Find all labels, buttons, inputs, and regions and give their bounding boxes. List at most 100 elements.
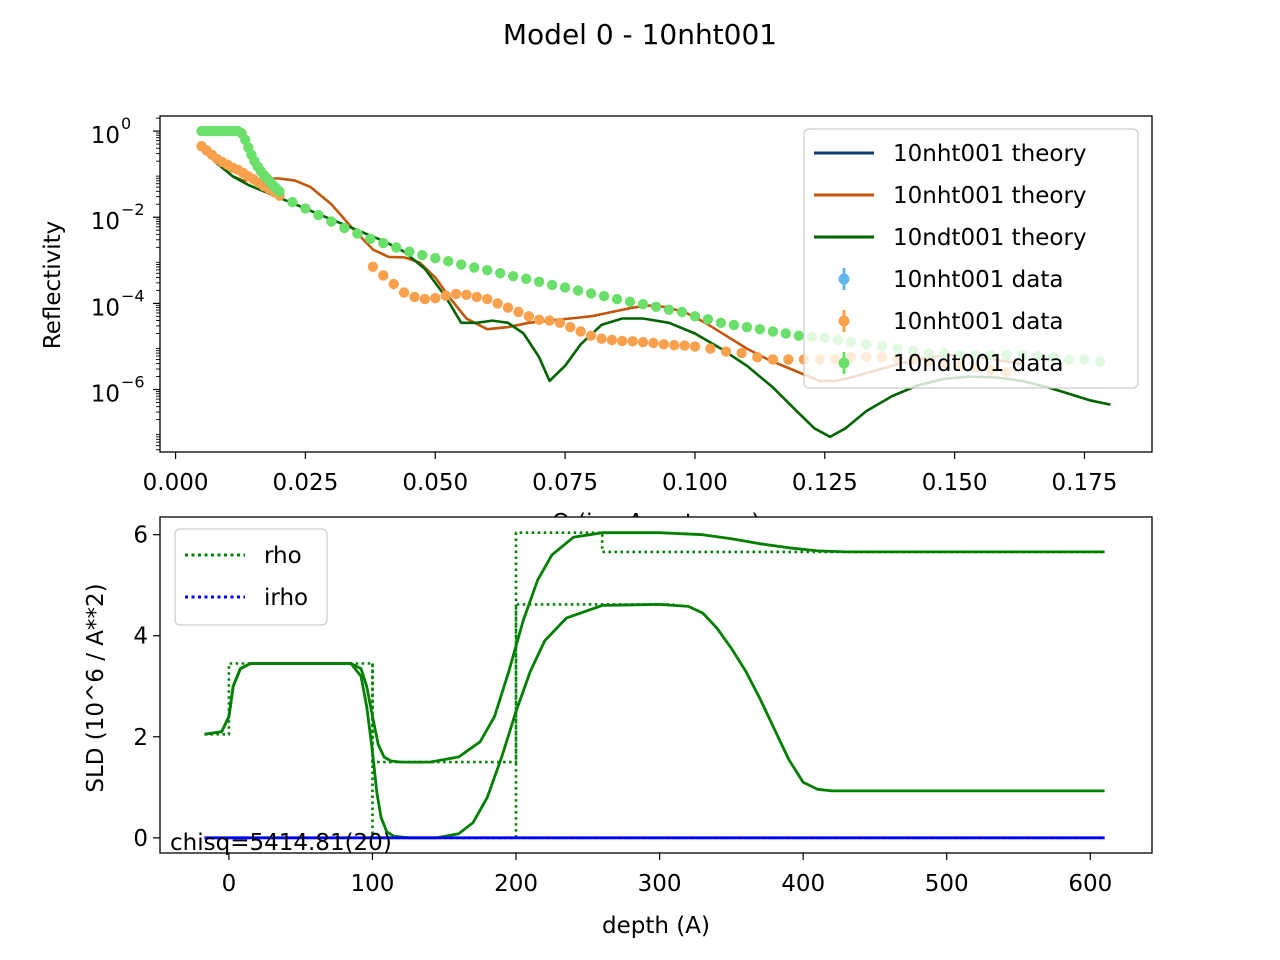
y-tick-label: 0: [133, 826, 148, 852]
data-point: [585, 288, 597, 299]
data-point: [617, 335, 628, 347]
data-point: [274, 186, 285, 197]
legend-item: 10ndt001 theory: [814, 225, 1087, 251]
data-point: [637, 337, 649, 348]
legend-label: 10ndt001 data: [893, 351, 1063, 377]
legend-marker-swatch: [838, 315, 850, 327]
data-point: [443, 256, 454, 267]
data-point: [521, 273, 532, 284]
y-tick-exponent: −2: [121, 200, 145, 219]
data-point: [502, 302, 514, 313]
figure-title: Model 0 - 10nht001: [503, 18, 777, 51]
data-point: [546, 279, 558, 291]
legend-item: irho: [185, 585, 308, 611]
y-tick-label: 10: [91, 209, 120, 235]
data-point: [300, 203, 311, 214]
data-point: [554, 317, 566, 328]
sld-axes-frame: [159, 516, 1153, 854]
data-point: [404, 246, 415, 257]
x-tick-label: 100: [351, 871, 395, 897]
data-point: [367, 261, 379, 272]
data-point: [715, 317, 727, 328]
data-point: [752, 352, 763, 363]
y-axis-label: SLD (10^6 / A**2): [83, 583, 109, 792]
data-point: [689, 341, 701, 352]
data-point: [736, 347, 747, 359]
x-tick-label: 300: [638, 871, 682, 897]
data-point: [705, 343, 716, 354]
data-point: [287, 197, 298, 208]
reflectivity-axes-frame: [159, 115, 1153, 453]
x-tick-label: 200: [494, 871, 538, 897]
data-point: [676, 306, 688, 318]
data-point: [450, 288, 462, 300]
y-tick-label: 6: [133, 523, 148, 549]
data-point: [728, 319, 740, 331]
data-point: [767, 354, 779, 365]
y-tick-label: 4: [133, 624, 148, 650]
legend-label: 10nht001 theory: [893, 141, 1087, 167]
y-tick-label: 10: [91, 123, 120, 149]
data-point: [456, 259, 467, 270]
data-point: [559, 282, 571, 293]
data-point: [606, 334, 618, 346]
x-tick-label: 0.075: [532, 470, 598, 496]
data-point: [461, 289, 472, 300]
data-point: [544, 315, 555, 326]
y-tick-exponent: 0: [121, 114, 131, 133]
data-point: [513, 306, 524, 318]
data-point: [495, 268, 506, 279]
data-point: [754, 324, 766, 335]
data-point: [627, 336, 638, 347]
data-point: [471, 291, 482, 303]
legend-bottom: rho irho: [174, 528, 328, 626]
data-point: [523, 311, 534, 322]
sld-plot-area: [204, 531, 1105, 840]
x-tick-label: 500: [925, 871, 969, 897]
x-tick-label: 0.025: [272, 470, 338, 496]
legend-label: 10ndt001 theory: [893, 225, 1087, 251]
legend-label: irho: [264, 585, 308, 611]
data-point: [430, 293, 441, 304]
legend-label: 10nht001 theory: [893, 183, 1087, 209]
data-point: [409, 291, 420, 303]
sld-line-2: [204, 531, 1105, 764]
data-point: [658, 339, 669, 350]
data-point: [492, 298, 503, 309]
reflectivity-plot: 0.000 0.025 0.050 0.075 0.100 0.125 0.150 0.175…: [40, 114, 1153, 536]
data-point: [440, 290, 451, 301]
data-point: [378, 270, 389, 281]
data-point: [482, 265, 493, 276]
data-point: [533, 314, 545, 325]
data-point: [679, 340, 690, 351]
legend-item: 10nht001 data: [838, 267, 1063, 293]
sld-plot: 0 100 200 300 400 500 600 0 2 4 6 SLD (10^6 / A**2)…: [83, 516, 1153, 939]
data-point: [767, 326, 779, 337]
legend-item: 10ndt001 data: [838, 351, 1063, 377]
x-tick-label: 400: [781, 871, 825, 897]
y-tick-label: 2: [133, 725, 148, 751]
legend-item: rho: [185, 543, 302, 569]
data-point: [326, 216, 337, 227]
data-point: [378, 237, 389, 249]
data-point: [419, 293, 431, 305]
data-point: [720, 346, 732, 357]
y-tick-label: 10: [91, 295, 120, 321]
data-point: [624, 296, 636, 307]
data-point: [533, 276, 545, 287]
data-point: [648, 337, 659, 349]
legend-label: 10nht001 data: [893, 309, 1063, 335]
x-axis-label: depth (A): [602, 913, 710, 939]
legend-item: 10nht001 theory: [814, 183, 1087, 209]
data-point: [565, 321, 576, 333]
legend-marker-swatch: [838, 357, 850, 369]
data-point: [575, 326, 586, 337]
data-point: [793, 330, 804, 341]
data-point: [469, 262, 480, 273]
data-point: [637, 299, 649, 310]
legend-label: 10nht001 data: [893, 267, 1063, 293]
y-tick-exponent: −4: [121, 286, 145, 305]
data-point: [391, 242, 402, 253]
sld-line-3: [371, 603, 674, 840]
